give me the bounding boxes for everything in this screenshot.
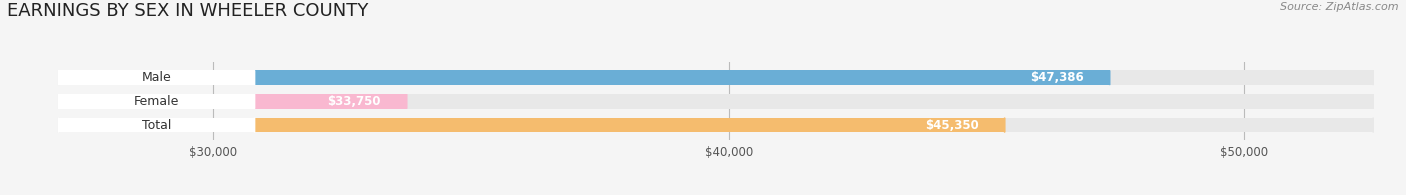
Bar xyxy=(59,118,1374,132)
Bar xyxy=(59,94,254,109)
Bar xyxy=(59,118,1005,132)
Text: $33,750: $33,750 xyxy=(328,95,381,108)
Text: Male: Male xyxy=(142,71,172,84)
Text: $45,350: $45,350 xyxy=(925,119,979,132)
Text: $47,386: $47,386 xyxy=(1031,71,1084,84)
Bar xyxy=(59,70,1109,85)
Text: Female: Female xyxy=(134,95,179,108)
Text: Total: Total xyxy=(142,119,172,132)
Bar xyxy=(59,70,254,85)
Bar xyxy=(59,118,254,132)
Bar xyxy=(59,94,1374,109)
Bar xyxy=(59,70,1374,85)
Text: EARNINGS BY SEX IN WHEELER COUNTY: EARNINGS BY SEX IN WHEELER COUNTY xyxy=(7,2,368,20)
Text: Source: ZipAtlas.com: Source: ZipAtlas.com xyxy=(1281,2,1399,12)
Bar xyxy=(59,94,406,109)
